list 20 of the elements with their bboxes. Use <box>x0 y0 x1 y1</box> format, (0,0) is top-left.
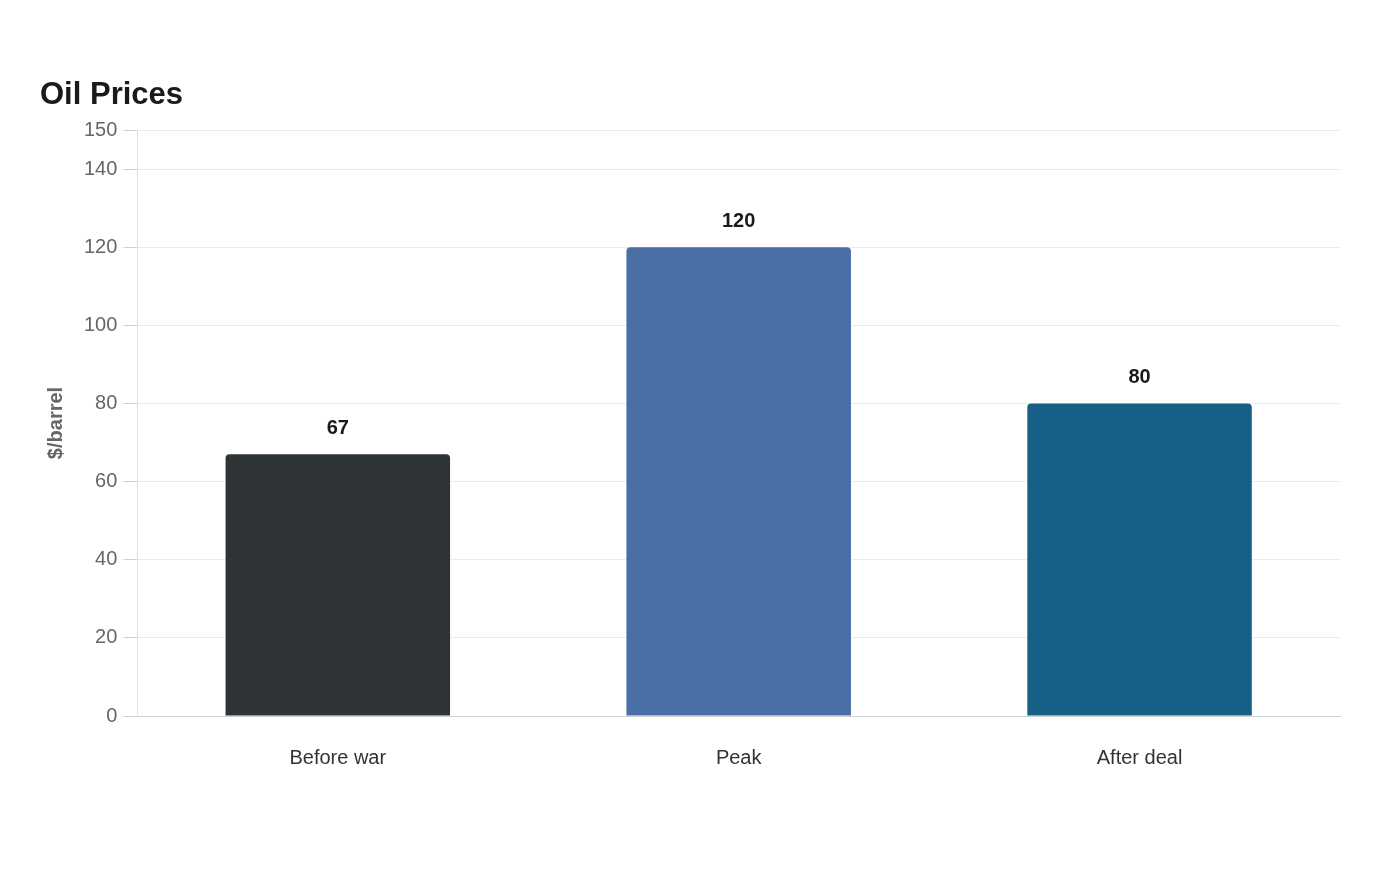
y-tick-label: 0 <box>106 703 118 726</box>
y-tick-label: 100 <box>83 312 118 335</box>
bar <box>1027 403 1252 716</box>
y-tick-label: 20 <box>95 625 118 648</box>
y-tick-label: 60 <box>95 469 118 492</box>
x-tick-label: Before war <box>289 745 387 768</box>
data-label: 80 <box>1128 364 1151 387</box>
y-tick-label: 40 <box>95 547 118 570</box>
y-axis-title: $/barrel <box>43 386 66 460</box>
y-tick-label: 140 <box>83 156 118 179</box>
y-tick-label: 150 <box>83 117 118 140</box>
data-label: 67 <box>326 415 349 438</box>
y-tick-label: 120 <box>83 234 118 257</box>
bar <box>225 454 451 716</box>
x-tick-label: Peak <box>715 745 763 768</box>
x-tick-label: After deal <box>1096 745 1183 768</box>
chart-title: Oil Prices <box>40 76 184 112</box>
data-label: 120 <box>722 208 756 231</box>
bar <box>626 247 851 716</box>
y-tick-label: 80 <box>95 390 118 413</box>
